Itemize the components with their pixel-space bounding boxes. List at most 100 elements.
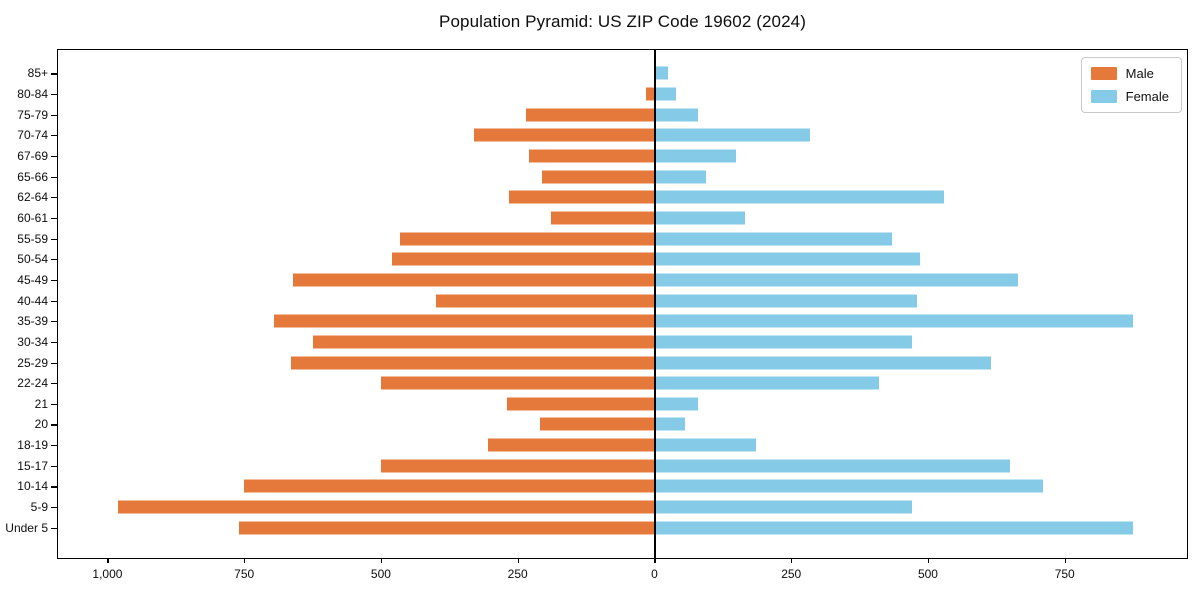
female-bar xyxy=(654,294,917,308)
y-axis-label: 55-59 xyxy=(17,231,48,246)
y-tick-mark xyxy=(51,135,58,137)
legend-item-female: Female xyxy=(1090,89,1169,104)
female-bar xyxy=(654,521,1134,535)
pyramid-row: 22-24 xyxy=(17,373,1187,394)
male-bar xyxy=(118,500,655,514)
y-tick-mark xyxy=(51,403,58,406)
male-bar xyxy=(473,128,655,142)
y-tick-mark xyxy=(51,93,58,96)
y-axis-label: 85+ xyxy=(27,66,48,81)
female-bar xyxy=(654,417,685,431)
x-tick-label: 1,000 xyxy=(92,567,123,581)
y-tick-mark xyxy=(51,445,58,447)
y-axis-label: 10-14 xyxy=(17,479,48,494)
y-tick-mark xyxy=(51,465,58,467)
y-axis-label: 21 xyxy=(34,396,48,411)
male-bar xyxy=(435,294,655,308)
x-tick-label: 750 xyxy=(234,567,255,581)
pyramid-row: 85+ xyxy=(28,63,1187,84)
y-tick-mark xyxy=(51,155,58,158)
legend-item-male: Male xyxy=(1090,66,1169,81)
y-axis-label: 75-79 xyxy=(17,107,48,122)
y-axis-label: 60-61 xyxy=(17,210,48,225)
female-bar xyxy=(654,108,699,122)
y-axis-label: 50-54 xyxy=(17,252,48,267)
female-bar xyxy=(654,459,1010,473)
male-bar xyxy=(391,252,655,266)
y-axis-label: 40-44 xyxy=(17,293,48,308)
y-tick-mark xyxy=(51,383,58,385)
female-bar xyxy=(654,66,669,80)
y-tick-mark xyxy=(51,176,58,178)
y-tick-mark xyxy=(51,507,58,509)
y-axis-label: 62-64 xyxy=(17,190,48,205)
pyramid-row: 80-84 xyxy=(17,84,1187,105)
pyramid-row: 62-64 xyxy=(17,187,1187,208)
female-bar xyxy=(654,252,920,266)
female-color-swatch xyxy=(1090,90,1117,103)
pyramid-row: 35-39 xyxy=(17,311,1187,332)
male-color-swatch xyxy=(1090,67,1117,80)
male-bar xyxy=(274,314,655,328)
y-tick-mark xyxy=(51,197,58,199)
y-axis-label: 45-49 xyxy=(17,272,48,287)
y-axis-label: 67-69 xyxy=(17,148,48,163)
y-tick-mark xyxy=(51,527,58,529)
male-bar xyxy=(238,521,655,535)
y-tick-mark xyxy=(51,279,58,282)
x-tick-mark xyxy=(517,558,519,563)
y-tick-mark xyxy=(51,217,58,220)
pyramid-row: 20 xyxy=(35,414,1187,435)
male-bar xyxy=(400,232,655,246)
male-bar xyxy=(312,335,655,349)
male-bar xyxy=(380,459,655,473)
female-bar xyxy=(654,376,879,390)
y-axis-label: 5-9 xyxy=(30,500,48,515)
female-bar xyxy=(654,500,912,514)
female-bar xyxy=(654,314,1134,328)
bar-rows-container: 85+ 80-84 75-79 70-74 67-69 65-66 62-64 60-61 55… xyxy=(5,63,1187,538)
female-bar xyxy=(654,273,1019,287)
x-tick-mark xyxy=(244,558,246,563)
y-axis-label: 22-24 xyxy=(17,376,48,391)
x-tick-label: 500 xyxy=(370,567,391,581)
pyramid-row: 10-14 xyxy=(17,476,1187,497)
male-bar xyxy=(509,190,655,204)
x-tick-label: 250 xyxy=(507,567,528,581)
x-tick-label: 500 xyxy=(917,567,938,581)
female-bar xyxy=(654,335,912,349)
pyramid-row: 21 xyxy=(35,394,1187,415)
male-bar xyxy=(528,149,655,163)
male-bar xyxy=(550,211,655,225)
pyramid-row: 55-59 xyxy=(17,228,1187,249)
legend-label-female: Female xyxy=(1125,89,1169,104)
y-tick-mark xyxy=(51,341,58,344)
chart-title: Population Pyramid: US ZIP Code 19602 (2… xyxy=(439,12,806,31)
pyramid-row: 5-9 xyxy=(31,497,1187,518)
male-bar xyxy=(380,376,655,390)
x-tick-mark xyxy=(927,558,930,563)
female-bar xyxy=(654,356,991,370)
pyramid-row: 60-61 xyxy=(17,208,1187,229)
x-tick-mark xyxy=(791,558,793,563)
y-axis-label: 30-34 xyxy=(17,334,48,349)
x-tick-mark xyxy=(107,558,109,563)
male-bar xyxy=(525,108,655,122)
pyramid-row: 50-54 xyxy=(17,249,1187,270)
plot-area: 85+ 80-84 75-79 70-74 67-69 65-66 62-64 60-61 55… xyxy=(5,49,1188,581)
legend-label-male: Male xyxy=(1125,66,1154,81)
pyramid-row: 40-44 xyxy=(17,290,1187,311)
pyramid-row: 70-74 xyxy=(17,125,1187,146)
male-bar xyxy=(542,170,655,184)
x-tick-mark xyxy=(1064,558,1066,563)
pyramid-row: 18-19 xyxy=(17,435,1187,456)
male-bar xyxy=(290,356,655,370)
y-axis-label: 18-19 xyxy=(17,438,48,453)
y-tick-mark xyxy=(51,73,58,75)
y-axis-label: 20 xyxy=(34,417,48,432)
y-tick-mark xyxy=(51,238,58,240)
y-tick-mark xyxy=(51,486,58,488)
female-bar xyxy=(654,232,893,246)
y-axis-label: Under 5 xyxy=(5,520,48,535)
y-axis-label: 80-84 xyxy=(17,86,48,101)
